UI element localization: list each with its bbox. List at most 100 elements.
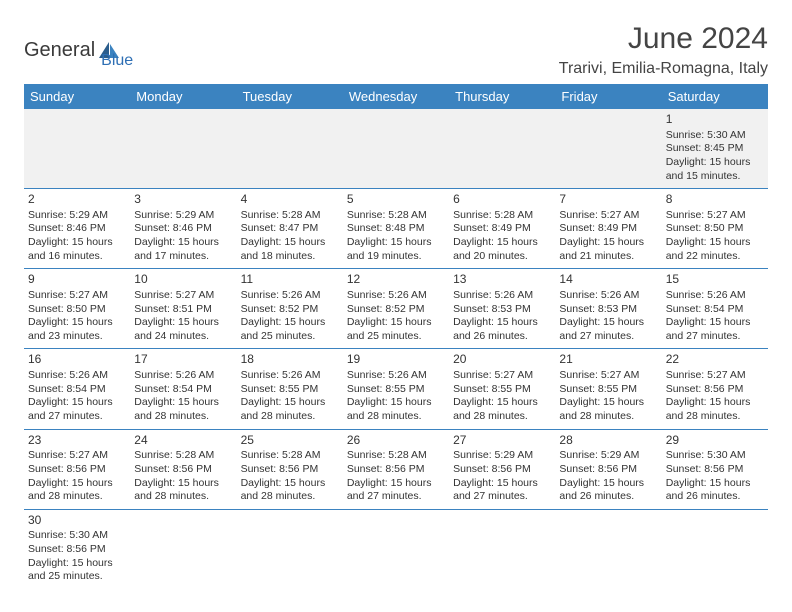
day-detail-line: Sunset: 8:52 PM <box>241 303 339 317</box>
day-detail-line: and 24 minutes. <box>134 330 232 344</box>
day-detail-line: Daylight: 15 hours <box>347 236 445 250</box>
day-detail-line: Sunset: 8:53 PM <box>559 303 657 317</box>
day-number: 14 <box>559 272 657 288</box>
day-detail-line: Daylight: 15 hours <box>666 236 764 250</box>
day-number: 5 <box>347 192 445 208</box>
calendar-week-row: 23Sunrise: 5:27 AMSunset: 8:56 PMDayligh… <box>24 429 768 509</box>
day-detail-line: and 28 minutes. <box>28 490 126 504</box>
day-header-row: SundayMondayTuesdayWednesdayThursdayFrid… <box>24 84 768 109</box>
calendar-week-row: 2Sunrise: 5:29 AMSunset: 8:46 PMDaylight… <box>24 189 768 269</box>
day-detail-line: Sunset: 8:55 PM <box>559 383 657 397</box>
day-detail-line: Sunset: 8:56 PM <box>347 463 445 477</box>
calendar-cell <box>237 109 343 189</box>
day-detail-line: Daylight: 15 hours <box>347 316 445 330</box>
day-detail-line: Sunset: 8:48 PM <box>347 222 445 236</box>
day-detail-line: and 23 minutes. <box>28 330 126 344</box>
day-detail-line: Sunset: 8:56 PM <box>666 463 764 477</box>
day-detail-line: Daylight: 15 hours <box>28 396 126 410</box>
day-detail-line: and 16 minutes. <box>28 250 126 264</box>
calendar-cell: 22Sunrise: 5:27 AMSunset: 8:56 PMDayligh… <box>662 349 768 429</box>
day-detail-line: Sunset: 8:53 PM <box>453 303 551 317</box>
day-detail-line: Sunset: 8:45 PM <box>666 142 764 156</box>
day-detail-line: Sunrise: 5:26 AM <box>241 369 339 383</box>
day-detail-line: Daylight: 15 hours <box>666 316 764 330</box>
calendar-week-row: 1Sunrise: 5:30 AMSunset: 8:45 PMDaylight… <box>24 109 768 189</box>
calendar-cell: 12Sunrise: 5:26 AMSunset: 8:52 PMDayligh… <box>343 269 449 349</box>
logo: General Blue <box>24 30 133 70</box>
day-detail-line: Daylight: 15 hours <box>559 477 657 491</box>
calendar-cell <box>449 109 555 189</box>
day-detail-line: Sunrise: 5:26 AM <box>241 289 339 303</box>
day-detail-line: Sunrise: 5:26 AM <box>666 289 764 303</box>
day-number: 16 <box>28 352 126 368</box>
day-detail-line: and 27 minutes. <box>666 330 764 344</box>
day-detail-line: Daylight: 15 hours <box>453 316 551 330</box>
calendar-cell: 30Sunrise: 5:30 AMSunset: 8:56 PMDayligh… <box>24 509 130 589</box>
day-detail-line: Daylight: 15 hours <box>134 236 232 250</box>
day-detail-line: Sunset: 8:56 PM <box>241 463 339 477</box>
day-number: 6 <box>453 192 551 208</box>
day-detail-line: Daylight: 15 hours <box>559 396 657 410</box>
calendar-cell <box>237 509 343 589</box>
calendar-cell: 4Sunrise: 5:28 AMSunset: 8:47 PMDaylight… <box>237 189 343 269</box>
day-number: 7 <box>559 192 657 208</box>
day-detail-line: Daylight: 15 hours <box>241 396 339 410</box>
day-detail-line: Daylight: 15 hours <box>666 477 764 491</box>
logo-text-blue: Blue <box>101 52 133 70</box>
day-detail-line: Sunset: 8:46 PM <box>134 222 232 236</box>
day-detail-line: and 25 minutes. <box>347 330 445 344</box>
calendar-cell: 16Sunrise: 5:26 AMSunset: 8:54 PMDayligh… <box>24 349 130 429</box>
day-detail-line: Sunrise: 5:26 AM <box>347 289 445 303</box>
day-detail-line: Sunset: 8:51 PM <box>134 303 232 317</box>
day-detail-line: Sunrise: 5:26 AM <box>347 369 445 383</box>
calendar-cell: 18Sunrise: 5:26 AMSunset: 8:55 PMDayligh… <box>237 349 343 429</box>
day-header: Saturday <box>662 84 768 109</box>
day-detail-line: Sunrise: 5:29 AM <box>134 209 232 223</box>
day-detail-line: Daylight: 15 hours <box>134 316 232 330</box>
calendar-cell: 15Sunrise: 5:26 AMSunset: 8:54 PMDayligh… <box>662 269 768 349</box>
calendar-cell: 19Sunrise: 5:26 AMSunset: 8:55 PMDayligh… <box>343 349 449 429</box>
location-text: Trarivi, Emilia-Romagna, Italy <box>559 60 768 78</box>
calendar-cell: 5Sunrise: 5:28 AMSunset: 8:48 PMDaylight… <box>343 189 449 269</box>
day-detail-line: and 26 minutes. <box>453 330 551 344</box>
day-detail-line: Sunset: 8:56 PM <box>28 463 126 477</box>
day-detail-line: Daylight: 15 hours <box>28 236 126 250</box>
day-detail-line: Sunset: 8:50 PM <box>28 303 126 317</box>
logo-text-general: General <box>24 39 95 62</box>
day-detail-line: Sunset: 8:52 PM <box>347 303 445 317</box>
day-detail-line: and 28 minutes. <box>453 410 551 424</box>
day-header: Monday <box>130 84 236 109</box>
day-detail-line: and 27 minutes. <box>453 490 551 504</box>
day-detail-line: Sunrise: 5:30 AM <box>28 529 126 543</box>
day-number: 13 <box>453 272 551 288</box>
day-number: 9 <box>28 272 126 288</box>
day-number: 24 <box>134 433 232 449</box>
day-header: Thursday <box>449 84 555 109</box>
calendar-cell <box>555 109 661 189</box>
day-detail-line: Sunrise: 5:28 AM <box>347 209 445 223</box>
day-detail-line: Daylight: 15 hours <box>134 477 232 491</box>
calendar-cell: 1Sunrise: 5:30 AMSunset: 8:45 PMDaylight… <box>662 109 768 189</box>
calendar-cell: 8Sunrise: 5:27 AMSunset: 8:50 PMDaylight… <box>662 189 768 269</box>
day-number: 10 <box>134 272 232 288</box>
calendar-cell: 7Sunrise: 5:27 AMSunset: 8:49 PMDaylight… <box>555 189 661 269</box>
day-detail-line: Sunset: 8:55 PM <box>347 383 445 397</box>
day-number: 11 <box>241 272 339 288</box>
day-detail-line: and 26 minutes. <box>559 490 657 504</box>
calendar-cell: 13Sunrise: 5:26 AMSunset: 8:53 PMDayligh… <box>449 269 555 349</box>
calendar-cell: 21Sunrise: 5:27 AMSunset: 8:55 PMDayligh… <box>555 349 661 429</box>
day-number: 20 <box>453 352 551 368</box>
day-number: 29 <box>666 433 764 449</box>
day-header: Tuesday <box>237 84 343 109</box>
day-number: 30 <box>28 513 126 529</box>
day-detail-line: and 20 minutes. <box>453 250 551 264</box>
calendar-cell: 2Sunrise: 5:29 AMSunset: 8:46 PMDaylight… <box>24 189 130 269</box>
day-detail-line: and 26 minutes. <box>666 490 764 504</box>
day-detail-line: Sunset: 8:49 PM <box>559 222 657 236</box>
day-detail-line: Daylight: 15 hours <box>28 557 126 571</box>
calendar-cell <box>343 509 449 589</box>
day-detail-line: and 27 minutes. <box>347 490 445 504</box>
calendar-cell <box>24 109 130 189</box>
calendar-cell: 26Sunrise: 5:28 AMSunset: 8:56 PMDayligh… <box>343 429 449 509</box>
day-detail-line: and 27 minutes. <box>559 330 657 344</box>
